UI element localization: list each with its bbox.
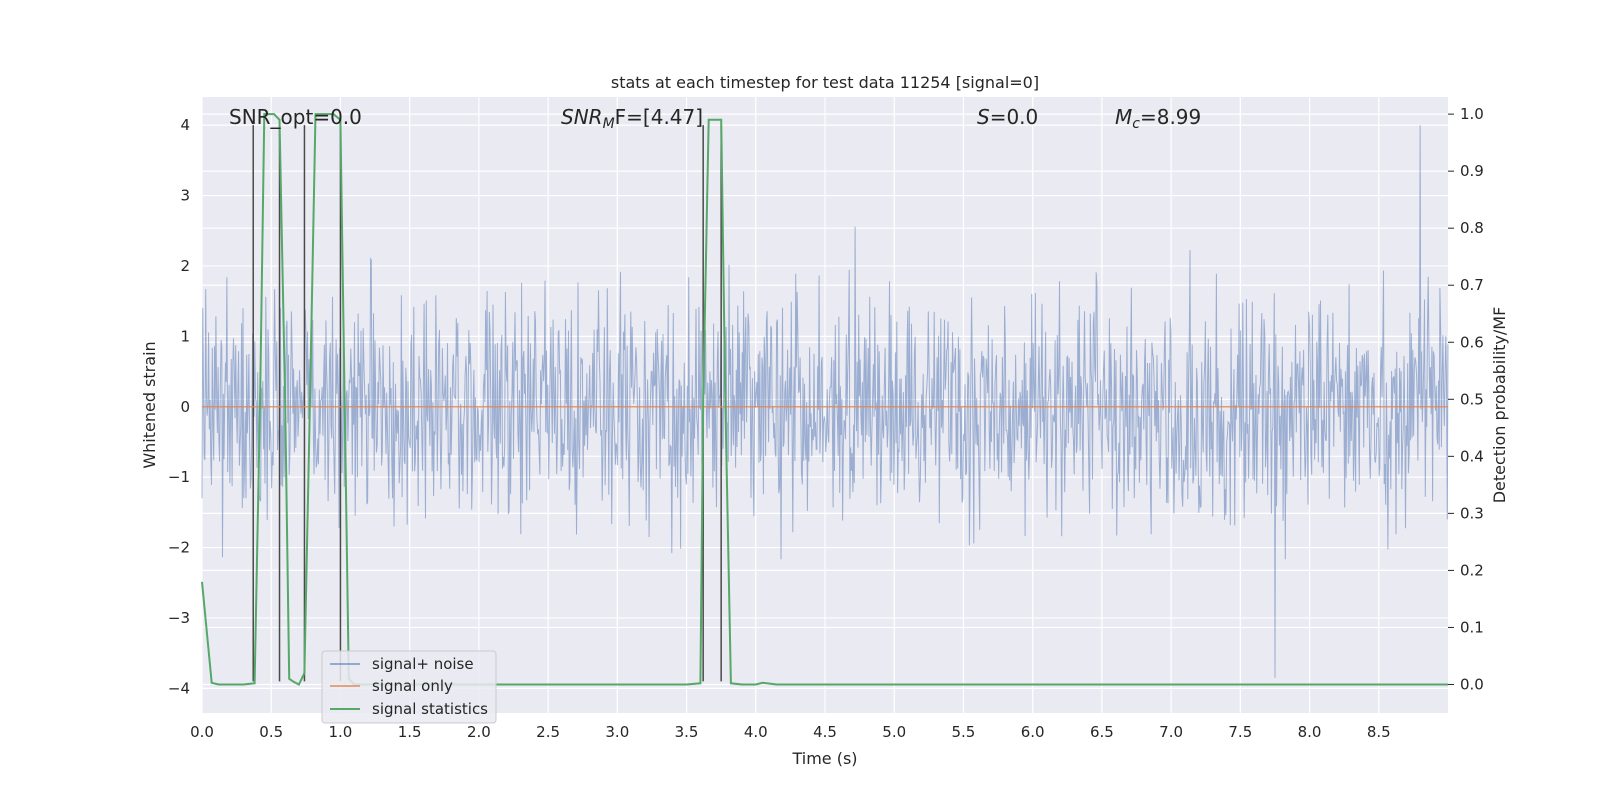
annotation-snr-mf: SNRMF=[4.47] <box>561 105 703 132</box>
y2-tick-label: 0.4 <box>1460 447 1484 465</box>
x-tick-label: 5.0 <box>882 723 906 741</box>
x-tick-label: 0.0 <box>190 723 214 741</box>
x-tick-label: 8.0 <box>1298 723 1322 741</box>
legend: signal+ noise signal only signal statist… <box>321 650 497 724</box>
annotation-mc-tail: =8.99 <box>1140 105 1201 129</box>
y2-axis-ticks: 1.0 0.9 0.8 0.7 0.6 0.5 0.4 0.3 0.2 0.1 0.0 <box>1448 105 1484 693</box>
annotation-snr-mf-sub: M <box>603 116 615 132</box>
y-axis-ticks: 4 3 2 1 0 −1 −2 −3 −4 <box>168 116 190 697</box>
y2-tick-label: 0.5 <box>1460 390 1484 408</box>
chart-title: stats at each timestep for test data 112… <box>611 73 1039 92</box>
y2-tick-label: 0.3 <box>1460 504 1484 522</box>
x-tick-label: 6.0 <box>1021 723 1045 741</box>
y2-tick-label: 1.0 <box>1460 105 1484 123</box>
x-tick-label: 7.0 <box>1159 723 1183 741</box>
annotation-snr-mf-main: SNR <box>561 105 603 129</box>
x-tick-label: 8.5 <box>1367 723 1391 741</box>
y-tick-label: −3 <box>168 609 190 627</box>
annotation-s: S=0.0 <box>977 105 1038 129</box>
y-tick-label: −4 <box>168 679 190 697</box>
y2-tick-label: 0.6 <box>1460 333 1484 351</box>
x-tick-label: 1.0 <box>329 723 353 741</box>
y2-axis-label: Detection probability/MF <box>1490 307 1509 504</box>
x-axis-ticks: 0.0 0.5 1.0 1.5 2.0 2.5 3.0 3.5 4.0 4.5 5.0 5.5 6.0 6… <box>190 723 1391 741</box>
y2-tick-label: 0.2 <box>1460 561 1484 579</box>
y-tick-label: 2 <box>180 257 190 275</box>
x-tick-label: 0.5 <box>259 723 283 741</box>
noise-line <box>201 125 1449 678</box>
y-tick-label: 3 <box>180 187 190 205</box>
x-tick-label: 4.5 <box>813 723 837 741</box>
y-tick-label: 4 <box>180 116 190 134</box>
legend-box <box>321 650 497 724</box>
legend-label-signal: signal only <box>372 677 453 695</box>
y-axis-label: Whitened strain <box>140 341 159 468</box>
y2-tick-label: 0.1 <box>1460 618 1484 636</box>
legend-label-noise: signal+ noise <box>372 655 474 673</box>
annotation-s-main: S <box>977 105 990 129</box>
x-tick-label: 6.5 <box>1090 723 1114 741</box>
y-tick-label: −2 <box>168 539 190 557</box>
y2-tick-label: 0.7 <box>1460 276 1484 294</box>
y2-tick-label: 0.0 <box>1460 675 1484 693</box>
series-signal-plus-noise <box>201 125 1449 678</box>
y-tick-label: −1 <box>168 468 190 486</box>
x-tick-label: 4.0 <box>744 723 768 741</box>
legend-label-stats: signal statistics <box>372 700 488 718</box>
annotation-mc-main: M <box>1115 105 1132 129</box>
x-tick-label: 1.5 <box>398 723 422 741</box>
annotation-snr-opt: SNR_opt=0.0 <box>229 105 362 129</box>
x-axis-label: Time (s) <box>791 749 857 768</box>
y-tick-label: 1 <box>180 327 190 345</box>
y2-tick-label: 0.8 <box>1460 219 1484 237</box>
x-tick-label: 3.0 <box>605 723 629 741</box>
x-tick-label: 5.5 <box>952 723 976 741</box>
x-tick-label: 2.5 <box>536 723 560 741</box>
annotation-mc: Mc=8.99 <box>1115 105 1201 132</box>
x-tick-label: 7.5 <box>1228 723 1252 741</box>
x-tick-label: 3.5 <box>675 723 699 741</box>
annotation-s-tail: =0.0 <box>990 105 1039 129</box>
annotation-snr-mf-tail: F=[4.47] <box>615 105 703 129</box>
y2-tick-label: 0.9 <box>1460 162 1484 180</box>
y-tick-label: 0 <box>180 398 190 416</box>
annotation-mc-sub: c <box>1132 116 1140 132</box>
x-tick-label: 2.0 <box>467 723 491 741</box>
